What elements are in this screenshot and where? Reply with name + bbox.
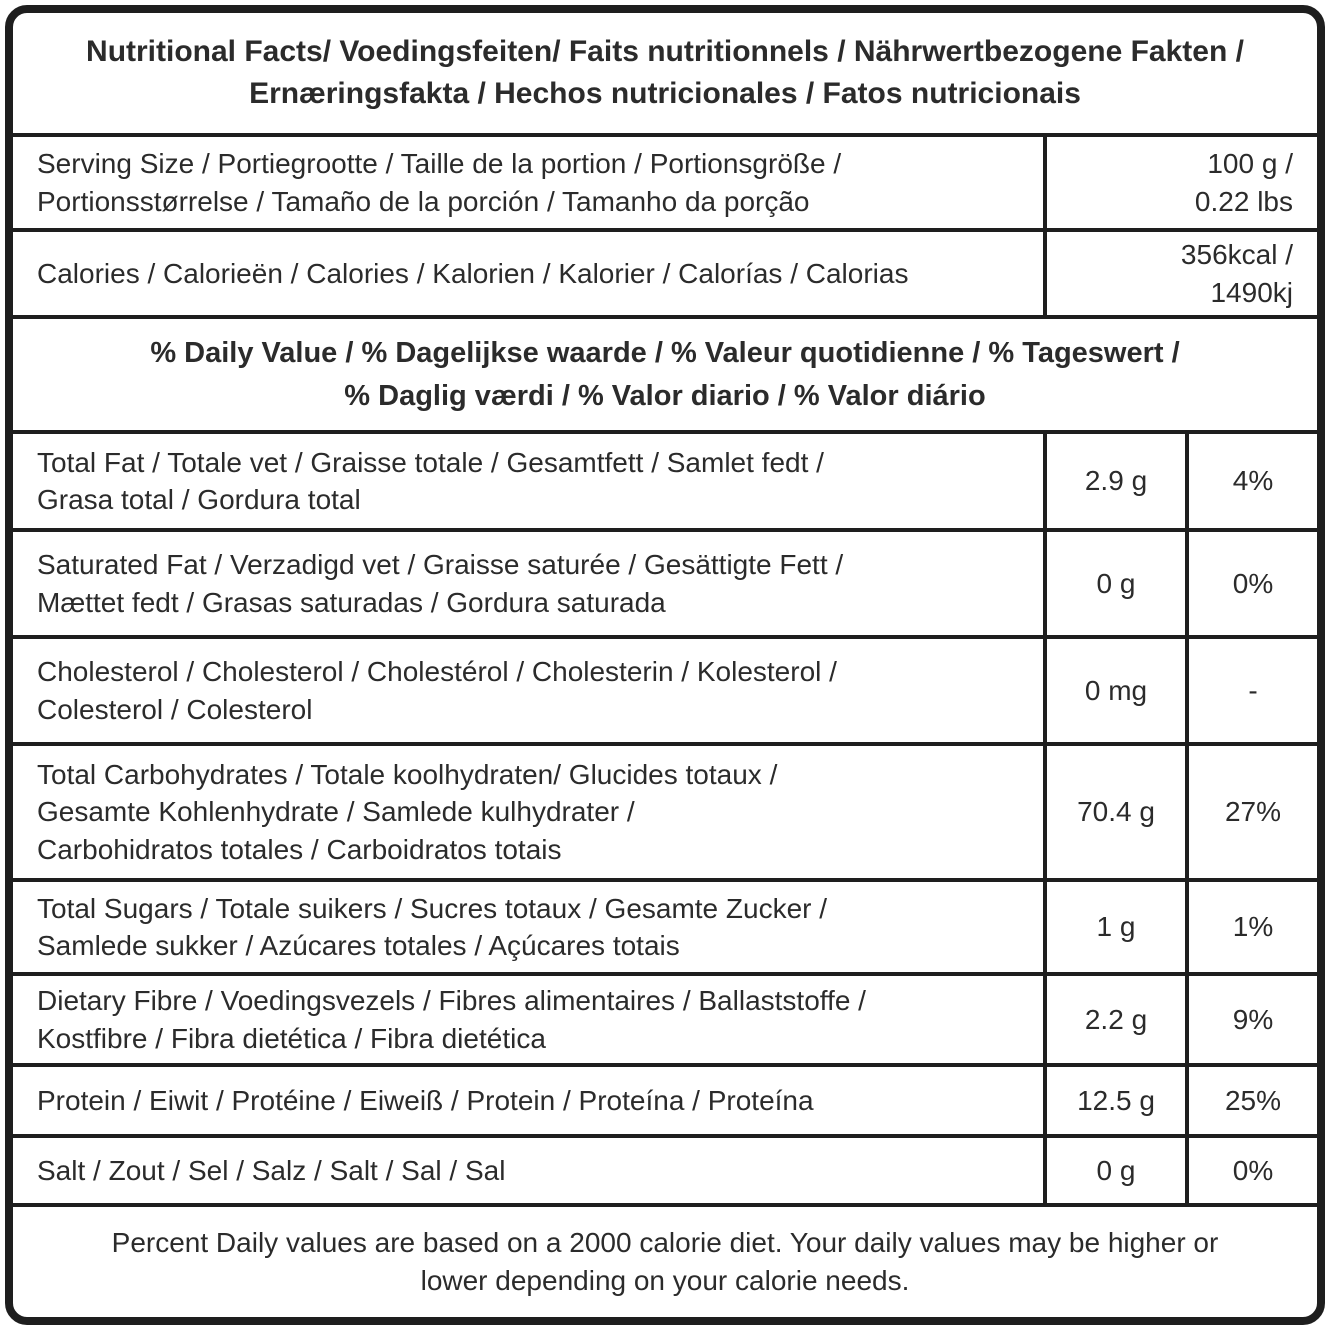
nutrient-daily-value: - xyxy=(1185,639,1317,742)
nutrient-row-total-fat: Total Fat / Totale vet / Graisse totale … xyxy=(13,430,1317,528)
nutrient-label: Saturated Fat / Verzadigd vet / Graisse … xyxy=(37,549,844,618)
calories-value: 356kcal / 1490kj xyxy=(1043,232,1317,315)
nutrient-label: Total Sugars / Totale suikers / Sucres t… xyxy=(37,892,828,961)
nutrient-row-saturated-fat: Saturated Fat / Verzadigd vet / Graisse … xyxy=(13,528,1317,635)
nutrient-daily-value: 25% xyxy=(1185,1067,1317,1134)
nutrient-amount: 70.4 g xyxy=(1043,746,1185,878)
nutrient-daily-value: 4% xyxy=(1185,434,1317,528)
nutrient-daily-value: 1% xyxy=(1185,882,1317,972)
nutrient-amount: 0 g xyxy=(1043,1138,1185,1203)
calories-row: Calories / Calorieën / Calories / Kalori… xyxy=(13,228,1317,315)
nutrient-amount: 0 g xyxy=(1043,532,1185,635)
nutrient-daily-value: 0% xyxy=(1185,532,1317,635)
nutrient-label: Total Fat / Totale vet / Graisse totale … xyxy=(37,446,824,515)
nutrient-label: Total Carbohydrates / Totale koolhydrate… xyxy=(37,759,778,865)
nutrient-label: Cholesterol / Cholesterol / Cholestérol … xyxy=(37,656,837,725)
nutrient-daily-value: 27% xyxy=(1185,746,1317,878)
nutrient-daily-value: 0% xyxy=(1185,1138,1317,1203)
serving-size-label: Serving Size / Portiegrootte / Taille de… xyxy=(37,148,842,217)
serving-size-row: Serving Size / Portiegrootte / Taille de… xyxy=(13,133,1317,228)
label-title: Nutritional Facts/ Voedingsfeiten/ Faits… xyxy=(86,35,1244,110)
nutrient-amount: 1 g xyxy=(1043,882,1185,972)
nutrient-row-total-carbohydrates: Total Carbohydrates / Totale koolhydrate… xyxy=(13,742,1317,878)
footnote-row: Percent Daily values are based on a 2000… xyxy=(13,1203,1317,1317)
nutrient-row-protein: Protein / Eiwit / Protéine / Eiweiß / Pr… xyxy=(13,1063,1317,1134)
daily-value-header-row: % Daily Value / % Dagelijkse waarde / % … xyxy=(13,315,1317,430)
serving-size-value: 100 g / 0.22 lbs xyxy=(1043,137,1317,228)
nutrient-amount: 2.9 g xyxy=(1043,434,1185,528)
label-title-row: Nutritional Facts/ Voedingsfeiten/ Faits… xyxy=(13,13,1317,133)
nutrition-facts-label: Nutritional Facts/ Voedingsfeiten/ Faits… xyxy=(5,5,1325,1325)
nutrient-label: Dietary Fibre / Voedingsvezels / Fibres … xyxy=(37,985,866,1054)
nutrient-row-total-sugars: Total Sugars / Totale suikers / Sucres t… xyxy=(13,878,1317,972)
daily-value-header: % Daily Value / % Dagelijkse waarde / % … xyxy=(150,337,1180,412)
nutrient-amount: 0 mg xyxy=(1043,639,1185,742)
nutrient-label: Protein / Eiwit / Protéine / Eiweiß / Pr… xyxy=(37,1084,814,1116)
nutrient-amount: 2.2 g xyxy=(1043,976,1185,1063)
nutrient-amount: 12.5 g xyxy=(1043,1067,1185,1134)
nutrient-label: Salt / Zout / Sel / Salz / Salt / Sal / … xyxy=(37,1154,506,1186)
nutrient-row-dietary-fibre: Dietary Fibre / Voedingsvezels / Fibres … xyxy=(13,972,1317,1063)
footnote: Percent Daily values are based on a 2000… xyxy=(111,1227,1219,1296)
nutrient-daily-value: 9% xyxy=(1185,976,1317,1063)
nutrient-row-salt: Salt / Zout / Sel / Salz / Salt / Sal / … xyxy=(13,1134,1317,1203)
nutrient-row-cholesterol: Cholesterol / Cholesterol / Cholestérol … xyxy=(13,635,1317,742)
calories-label: Calories / Calorieën / Calories / Kalori… xyxy=(37,257,909,289)
